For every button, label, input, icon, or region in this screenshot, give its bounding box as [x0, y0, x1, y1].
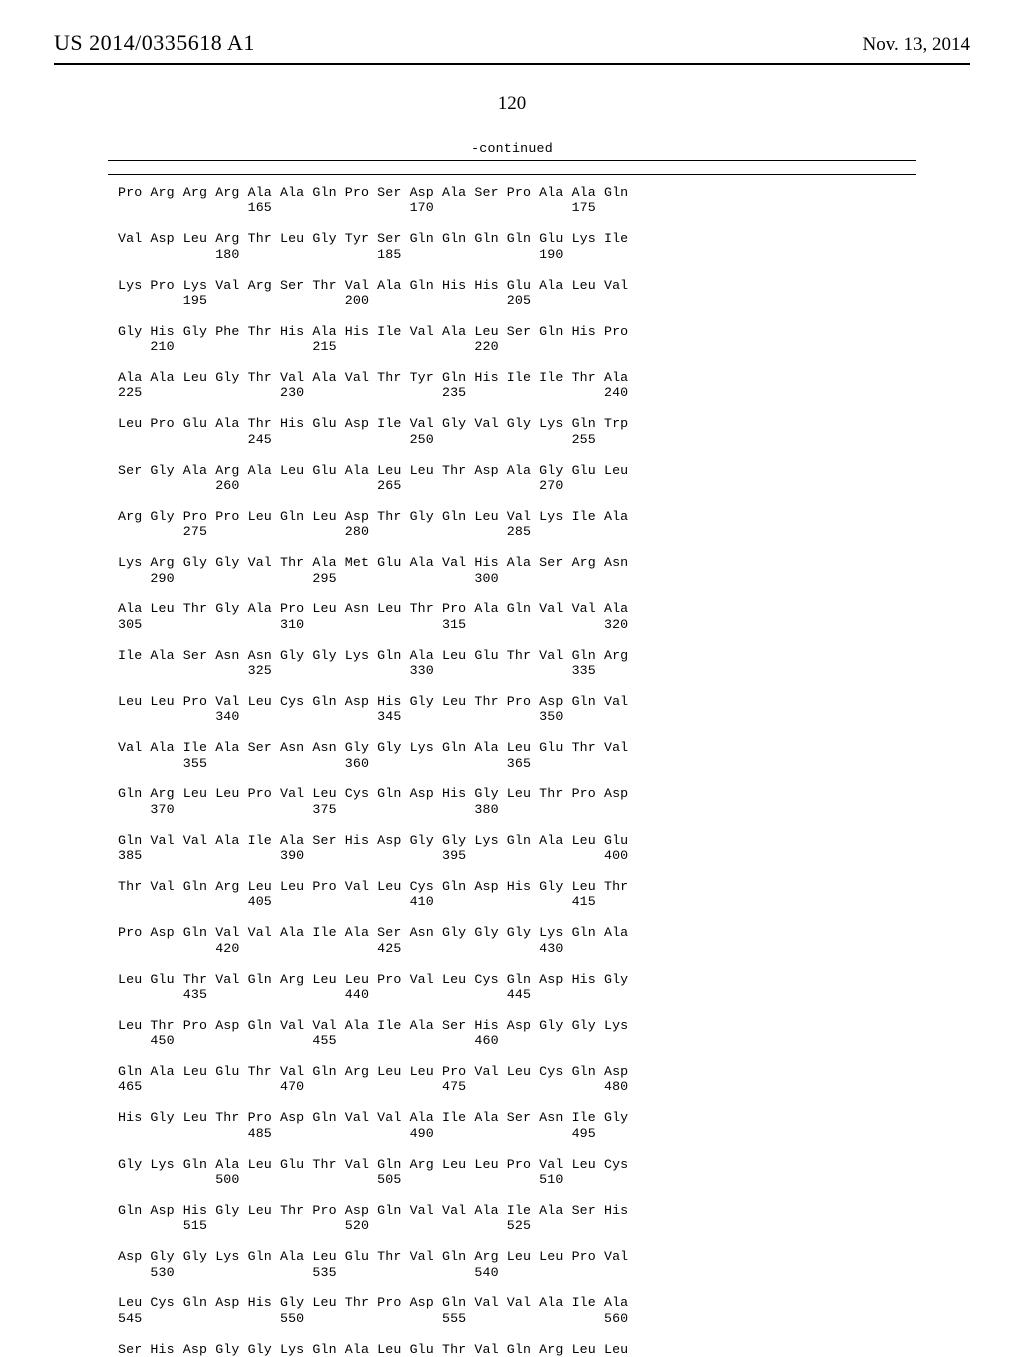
continued-label: -continued	[0, 141, 1024, 156]
publication-date: Nov. 13, 2014	[863, 34, 971, 56]
page-header: US 2014/0335618 A1 Nov. 13, 2014	[0, 0, 1024, 60]
page-number: 120	[0, 93, 1024, 115]
publication-number: US 2014/0335618 A1	[54, 30, 255, 56]
table-top-rule	[108, 160, 916, 161]
sequence-listing: Pro Arg Arg Arg Ala Ala Gln Pro Ser Asp …	[118, 185, 1024, 1357]
header-rule	[54, 63, 970, 65]
table-second-rule	[108, 174, 916, 175]
